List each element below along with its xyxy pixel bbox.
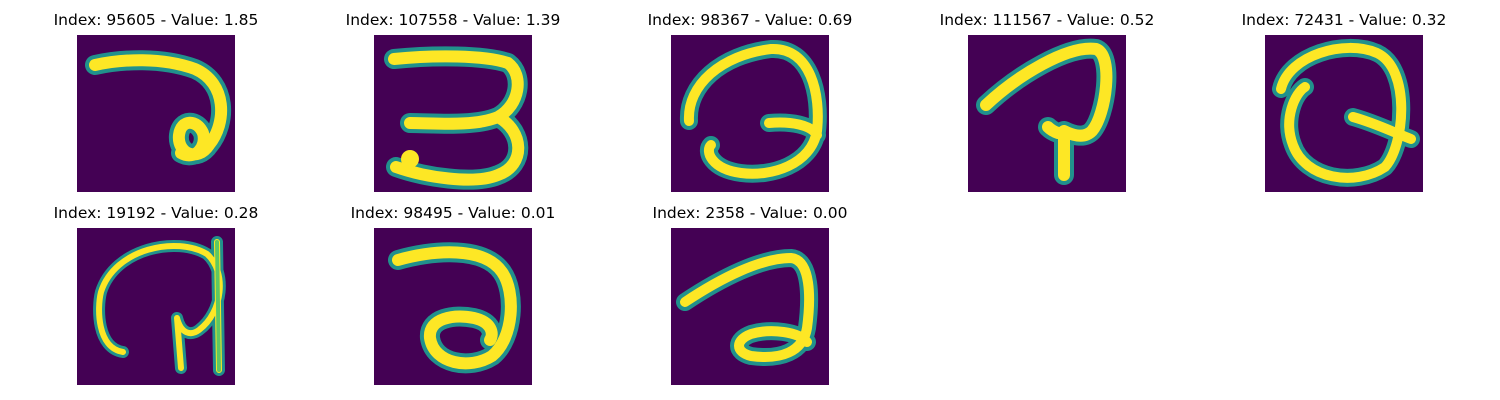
digit-glyph <box>85 50 232 166</box>
panel-title: Index: 95605 - Value: 1.85 <box>53 11 259 29</box>
panel-title: Index: 107558 - Value: 1.39 <box>345 11 561 29</box>
panel-title: Index: 2358 - Value: 0.00 <box>652 204 848 222</box>
digit-image <box>1265 35 1423 192</box>
panel-title: Index: 72431 - Value: 0.32 <box>1241 11 1447 29</box>
digit-glyph <box>976 38 1117 185</box>
digit-glyph <box>93 236 226 376</box>
digit-image <box>671 228 829 385</box>
digit-image <box>671 35 829 192</box>
digit-image <box>374 228 532 385</box>
digit-glyph <box>679 40 827 183</box>
digit-glyph <box>1272 38 1420 187</box>
digit-image <box>77 35 235 192</box>
digit-image <box>374 35 532 192</box>
panel-title: Index: 111567 - Value: 0.52 <box>939 11 1155 29</box>
digit-image <box>968 35 1126 192</box>
digit-glyph <box>388 242 521 374</box>
digit-glyph <box>384 46 529 190</box>
panel-title: Index: 98495 - Value: 0.01 <box>350 204 556 222</box>
panel-title: Index: 98367 - Value: 0.69 <box>647 11 853 29</box>
digit-glyph <box>676 249 819 366</box>
panel-title: Index: 19192 - Value: 0.28 <box>53 204 259 222</box>
digit-image <box>77 228 235 385</box>
